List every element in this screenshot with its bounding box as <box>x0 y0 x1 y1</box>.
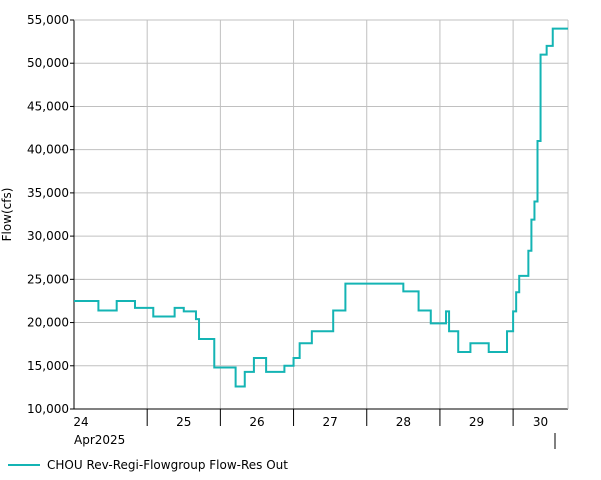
x-month-label: Apr2025 <box>74 433 125 447</box>
y-tick-label: 35,000 <box>27 186 69 200</box>
x-tick-label: 27 <box>323 415 338 429</box>
y-tick-label: 50,000 <box>27 56 69 70</box>
y-tick-label: 15,000 <box>27 359 69 373</box>
x-tick-label: 28 <box>396 415 411 429</box>
y-tick-label: 10,000 <box>27 402 69 416</box>
x-tick-label: 24 <box>73 415 88 429</box>
y-tick-label: 55,000 <box>27 13 69 27</box>
y-axis-title: Flow(cfs) <box>0 188 14 242</box>
x-tick-label: 25 <box>176 415 191 429</box>
x-tick-label: 29 <box>469 415 484 429</box>
x-tick-label: 30 <box>533 415 548 429</box>
legend-swatch <box>8 464 40 466</box>
y-tick-label: 40,000 <box>27 143 69 157</box>
series-line <box>74 27 568 388</box>
y-tick-label: 45,000 <box>27 99 69 113</box>
x-tick-label: 26 <box>249 415 264 429</box>
y-tick-label: 20,000 <box>27 316 69 330</box>
legend-label: CHOU Rev-Regi-Flowgroup Flow-Res Out <box>47 458 288 472</box>
y-tick-label: 30,000 <box>27 229 69 243</box>
y-tick-label: 25,000 <box>27 272 69 286</box>
chart-legend: CHOU Rev-Regi-Flowgroup Flow-Res Out <box>8 456 288 474</box>
